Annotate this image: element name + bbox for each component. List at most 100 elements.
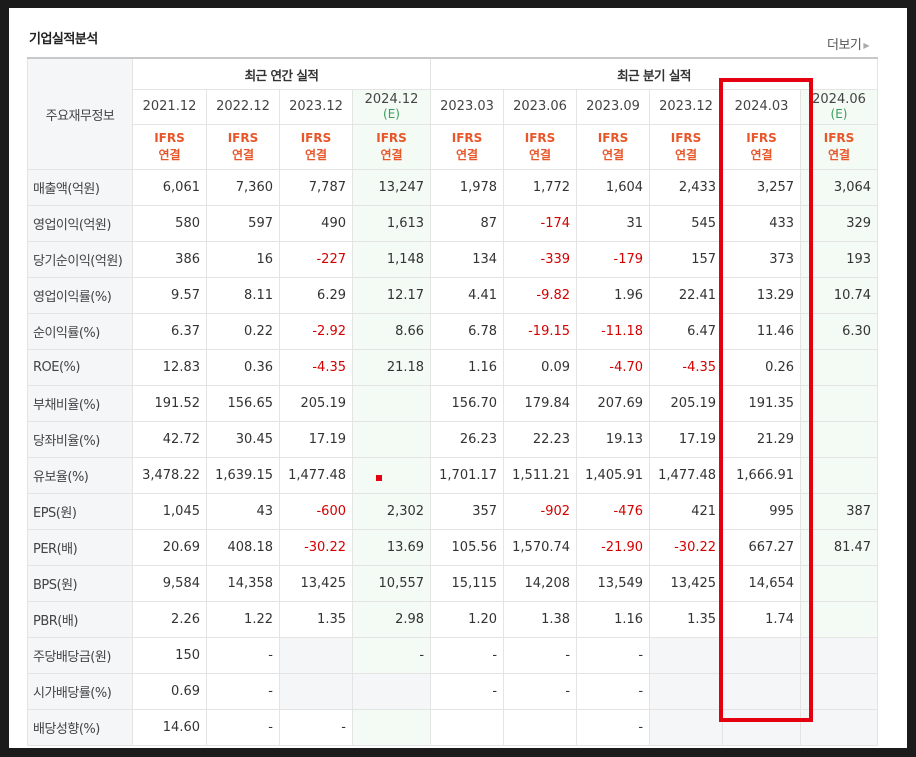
table-row: 유보율(%) 3,478.22 1,639.15 1,477.48 1,701.17 1,… — [27, 457, 879, 494]
table-cell: 3,478.22 — [132, 457, 207, 494]
table-cell — [649, 709, 724, 746]
row-label: BPS(원) — [27, 565, 133, 602]
table-cell: 0.22 — [206, 313, 280, 350]
table-cell: 1.74 — [722, 601, 802, 638]
row-label: 영업이익(억원) — [27, 205, 133, 242]
table-cell: 433 — [722, 205, 802, 242]
table-cell: 0.26 — [722, 349, 802, 386]
table-cell — [351, 709, 432, 746]
table-cell: 1,570.74 — [503, 529, 578, 566]
consolidated-label: 연결 — [601, 148, 625, 162]
more-link-label: 더보기 — [827, 38, 862, 53]
table-cell: 14.60 — [132, 709, 207, 746]
table-cell: 156.65 — [206, 385, 280, 422]
financial-table: 주요재무정보 최근 연간 실적 최근 분기 실적 2021.12 2022.12 2… — [27, 57, 879, 746]
table-row: 당기순이익(억원) 386 16 -227 1,148 134 -339 -179 157 373… — [27, 241, 879, 278]
table-row: ROE(%) 12.83 0.36 -4.35 21.18 1.16 0.09 -4.70 -4… — [27, 349, 879, 386]
ifrs-label: IFRS — [154, 131, 185, 145]
table-cell: -4.35 — [279, 349, 353, 386]
table-row: 부채비율(%) 191.52 156.65 205.19 156.70 179.84 207… — [27, 385, 879, 422]
row-label: PER(배) — [27, 529, 133, 566]
row-header-label: 주요재무정보 — [27, 57, 133, 170]
table-cell: 8.66 — [351, 313, 432, 350]
estimate-marker: (E) — [383, 107, 400, 121]
table-cell: 995 — [722, 493, 802, 530]
table-cell: 10.74 — [800, 277, 879, 314]
ifrs-header: IFRS 연결 — [430, 124, 505, 170]
table-cell — [800, 601, 879, 638]
table-cell: -227 — [279, 241, 353, 278]
more-link[interactable]: 더보기 ▶ — [827, 34, 870, 53]
table-cell: 134 — [430, 241, 505, 278]
table-cell: - — [206, 673, 280, 710]
period-label: 2022.12 — [216, 99, 270, 114]
table-cell: -600 — [279, 493, 353, 530]
table-cell: 150 — [132, 637, 207, 674]
table-cell — [800, 385, 879, 422]
table-cell: 1,772 — [503, 169, 578, 206]
table-cell: 179.84 — [503, 385, 578, 422]
table-cell: 1,511.21 — [503, 457, 578, 494]
table-cell — [800, 709, 879, 746]
table-cell: - — [430, 673, 505, 710]
table-cell: -9.82 — [503, 277, 578, 314]
table-cell: 9.57 — [132, 277, 207, 314]
table-cell — [430, 709, 505, 746]
table-row: 순이익률(%) 6.37 0.22 -2.92 8.66 6.78 -19.15 -11.18… — [27, 313, 879, 350]
table-cell: 31 — [576, 205, 651, 242]
chevron-right-icon: ▶ — [863, 41, 870, 50]
table-cell — [722, 709, 802, 746]
table-cell: 545 — [649, 205, 724, 242]
table-row: BPS(원) 9,584 14,358 13,425 10,557 15,115 14,20… — [27, 565, 879, 602]
table-row: 매출액(억원) 6,061 7,360 7,787 13,247 1,978 1,772 1,… — [27, 169, 879, 206]
table-cell: 329 — [800, 205, 879, 242]
table-cell: 9,584 — [132, 565, 207, 602]
ifrs-label: IFRS — [670, 131, 702, 145]
table-cell: -179 — [576, 241, 651, 278]
row-label: 시가배당률(%) — [27, 673, 133, 710]
table-cell: 1,613 — [351, 205, 432, 242]
table-cell: -2.92 — [279, 313, 353, 350]
table-cell: 13,549 — [576, 565, 651, 602]
table-cell: 1,045 — [132, 493, 207, 530]
table-cell: 357 — [430, 493, 505, 530]
table-cell: 87 — [430, 205, 505, 242]
period-header: 2023.12 — [649, 89, 724, 125]
row-label: EPS(원) — [27, 493, 133, 530]
table-cell — [279, 673, 353, 710]
table-cell: 490 — [279, 205, 353, 242]
table-cell: 16 — [206, 241, 280, 278]
table-cell: 13,247 — [351, 169, 432, 206]
table-cell: - — [576, 709, 651, 746]
row-label: 매출액(억원) — [27, 169, 133, 206]
table-cell: 2.26 — [132, 601, 207, 638]
table-cell: 21.18 — [351, 349, 432, 386]
period-header: 2024.12 (E) — [351, 89, 432, 125]
table-cell: -21.90 — [576, 529, 651, 566]
table-cell: 1.38 — [503, 601, 578, 638]
table-cell: 156.70 — [430, 385, 505, 422]
period-header: 2023.03 — [430, 89, 505, 125]
table-cell: 14,654 — [722, 565, 802, 602]
period-label: 2023.09 — [586, 99, 640, 114]
period-label: 2024.12 — [364, 92, 419, 107]
table-cell: -11.18 — [576, 313, 651, 350]
financial-summary-panel: 기업실적분석 더보기 ▶ 주요재무정보 최근 연간 실적 최근 분기 실적 202… — [9, 8, 907, 748]
table-cell: 1.35 — [649, 601, 724, 638]
table-row: 영업이익(억원) 580 597 490 1,613 87 -174 31 545 433 329 — [27, 205, 879, 242]
table-cell: 12.17 — [351, 277, 432, 314]
table-cell: 7,787 — [279, 169, 353, 206]
table-cell — [722, 673, 802, 710]
table-row: 당좌비율(%) 42.72 30.45 17.19 26.23 22.23 19.13 17.… — [27, 421, 879, 458]
ifrs-header: IFRS 연결 — [800, 124, 879, 170]
consolidated-label: 연결 — [231, 148, 255, 162]
consolidated-label: 연결 — [528, 148, 552, 162]
table-cell: 191.52 — [132, 385, 207, 422]
table-cell: 0.09 — [503, 349, 578, 386]
row-label: 순이익률(%) — [27, 313, 133, 350]
table-cell: 20.69 — [132, 529, 207, 566]
ifrs-header: IFRS 연결 — [503, 124, 578, 170]
ifrs-header: IFRS 연결 — [132, 124, 207, 170]
table-cell: 193 — [800, 241, 879, 278]
table-cell: 3,257 — [722, 169, 802, 206]
